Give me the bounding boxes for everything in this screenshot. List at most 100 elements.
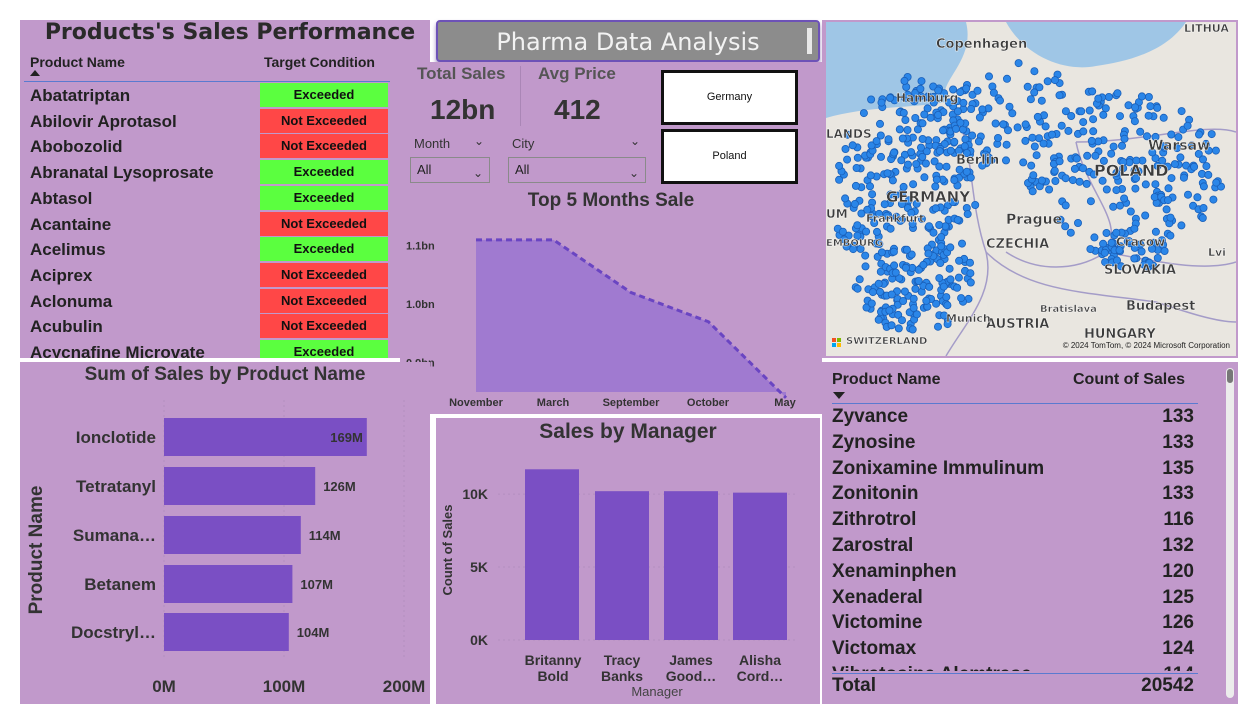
map-point[interactable]	[918, 152, 927, 161]
map-point[interactable]	[907, 250, 916, 259]
map-point[interactable]	[907, 148, 916, 157]
map-point[interactable]	[984, 72, 993, 81]
map-point[interactable]	[1094, 94, 1103, 103]
table-row[interactable]: Zithrotrol 116	[832, 507, 1194, 533]
map-point[interactable]	[1077, 107, 1086, 116]
map-point[interactable]	[1142, 132, 1151, 141]
sort-ascending-icon[interactable]	[30, 70, 40, 76]
map-point[interactable]	[974, 137, 983, 146]
map-point[interactable]	[1041, 122, 1050, 131]
map-point[interactable]	[874, 315, 883, 324]
map-point[interactable]	[978, 161, 987, 170]
map-point[interactable]	[912, 160, 921, 169]
map-point[interactable]	[1153, 253, 1162, 262]
map-point[interactable]	[1137, 92, 1146, 101]
map-point[interactable]	[866, 171, 875, 180]
map-point[interactable]	[900, 76, 909, 85]
map-point[interactable]	[934, 86, 943, 95]
map-point[interactable]	[876, 267, 885, 276]
map-point[interactable]	[835, 161, 844, 170]
map-point[interactable]	[1145, 258, 1154, 267]
map-point[interactable]	[1170, 160, 1179, 169]
map-point[interactable]	[978, 105, 987, 114]
table-row[interactable]: Zarostral 132	[832, 533, 1194, 559]
map-point[interactable]	[931, 204, 940, 213]
map-point[interactable]	[918, 119, 927, 128]
map-point[interactable]	[1027, 161, 1036, 170]
map-point[interactable]	[957, 239, 966, 248]
map-point[interactable]	[1198, 155, 1207, 164]
map-point[interactable]	[885, 306, 894, 315]
month-collapse-icon[interactable]: ⌄	[474, 134, 485, 148]
table-row[interactable]: Xenaderal 125	[832, 585, 1194, 611]
table-row[interactable]: Zonitonin 133	[832, 481, 1194, 507]
map-point[interactable]	[886, 224, 895, 233]
map-point[interactable]	[966, 278, 975, 287]
map-point[interactable]	[843, 130, 852, 139]
map-point[interactable]	[1109, 142, 1118, 151]
map-point[interactable]	[1061, 201, 1070, 210]
map-point[interactable]	[1198, 213, 1207, 222]
map-point[interactable]	[943, 301, 952, 310]
map-point[interactable]	[929, 228, 938, 237]
map-point[interactable]	[1202, 162, 1211, 171]
map-point[interactable]	[1002, 74, 1011, 83]
map-point[interactable]	[873, 227, 882, 236]
map-point[interactable]	[1194, 149, 1203, 158]
map-point[interactable]	[1099, 110, 1108, 119]
map-point[interactable]	[899, 296, 908, 305]
map-point[interactable]	[1021, 120, 1030, 129]
city-dropdown[interactable]: All ⌄	[508, 157, 646, 183]
map-point[interactable]	[1141, 180, 1150, 189]
map-point[interactable]	[841, 194, 850, 203]
map-point[interactable]	[908, 219, 917, 228]
map-point[interactable]	[955, 165, 964, 174]
table-row[interactable]: Vibratosine Alemtrase 114	[832, 662, 1194, 671]
map-point[interactable]	[910, 95, 919, 104]
map-point[interactable]	[1159, 142, 1168, 151]
map-point[interactable]	[946, 243, 955, 252]
map-point[interactable]	[1028, 133, 1037, 142]
map-point[interactable]	[1120, 194, 1129, 203]
map-point[interactable]	[1183, 121, 1192, 130]
map-point[interactable]	[1136, 127, 1145, 136]
map-point[interactable]	[850, 199, 859, 208]
map-point[interactable]	[962, 167, 971, 176]
map-point[interactable]	[1131, 103, 1140, 112]
table-row[interactable]: Aciprex Not Exceeded	[24, 262, 390, 289]
map-point[interactable]	[920, 110, 929, 119]
map-point[interactable]	[957, 294, 966, 303]
map-point[interactable]	[868, 190, 877, 199]
map-point[interactable]	[954, 273, 963, 282]
map-point[interactable]	[1037, 96, 1046, 105]
map-point[interactable]	[863, 205, 872, 214]
map-point[interactable]	[875, 239, 884, 248]
bar[interactable]	[164, 565, 293, 603]
table-row[interactable]: Abobozolid Not Exceeded	[24, 134, 390, 160]
map-point[interactable]	[935, 220, 944, 229]
map-point[interactable]	[884, 135, 893, 144]
map-point[interactable]	[897, 199, 906, 208]
map-point[interactable]	[942, 162, 951, 171]
map-point[interactable]	[921, 159, 930, 168]
map-point[interactable]	[1177, 221, 1186, 230]
map-point[interactable]	[875, 209, 884, 218]
map-point[interactable]	[888, 176, 897, 185]
map-point[interactable]	[841, 145, 850, 154]
map-point[interactable]	[1190, 162, 1199, 171]
map-point[interactable]	[1124, 101, 1133, 110]
bar[interactable]	[595, 491, 649, 640]
table-row[interactable]: Xenaminphen 120	[832, 559, 1194, 585]
map-point[interactable]	[1164, 184, 1173, 193]
bar[interactable]	[664, 491, 718, 640]
map-point[interactable]	[1130, 224, 1139, 233]
map-point[interactable]	[955, 256, 964, 265]
map-point[interactable]	[1026, 95, 1035, 104]
app-title-button[interactable]: Pharma Data Analysis	[436, 20, 820, 62]
map-point[interactable]	[956, 118, 965, 127]
map-point[interactable]	[953, 107, 962, 116]
map-point[interactable]	[874, 279, 883, 288]
target-condition-header[interactable]: Target Condition	[264, 54, 375, 70]
map-point[interactable]	[966, 269, 975, 278]
map-point[interactable]	[1158, 156, 1167, 165]
